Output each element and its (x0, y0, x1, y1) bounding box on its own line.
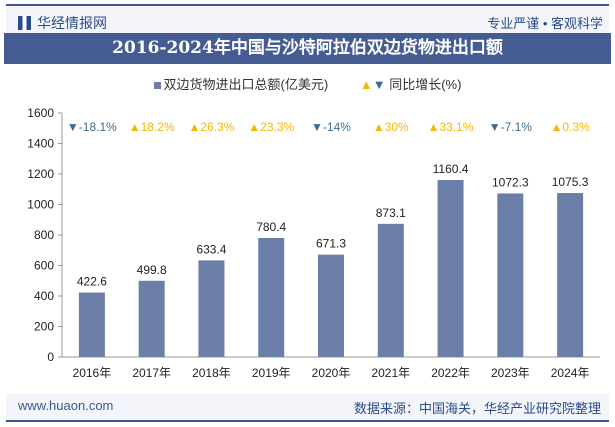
growth-value: 23.3% (260, 120, 294, 134)
growth-value: 26.3% (200, 120, 234, 134)
growth-label: ▲30% (373, 120, 409, 134)
bar (78, 292, 105, 357)
top-rule (6, 4, 609, 6)
down-triangle-icon: ▼ (489, 120, 501, 134)
legend-bar-label: 双边货物进出口总额(亿美元) (163, 77, 329, 92)
growth-label: ▲0.3% (550, 120, 590, 134)
y-tick-label: 400 (34, 289, 54, 303)
logo: 华经情报网 (18, 13, 107, 33)
legend: 双边货物进出口总额(亿美元) ▲▼ 同比增长(%) (0, 74, 615, 93)
y-tick-label: 800 (34, 228, 54, 242)
bar-value-label: 780.4 (256, 220, 286, 234)
bar (198, 260, 225, 357)
x-tick-label: 2020年 (312, 366, 351, 380)
growth-value: 18.2% (141, 120, 175, 134)
x-tick-label: 2021年 (371, 366, 410, 380)
bar-value-label: 671.3 (316, 237, 346, 251)
growth-label: ▼-18.1% (67, 120, 117, 134)
legend-up-icon: ▲ (359, 77, 373, 92)
growth-value: -18.1% (79, 120, 117, 134)
bar-value-label: 422.6 (77, 275, 107, 289)
down-triangle-icon: ▼ (67, 120, 79, 134)
up-triangle-icon: ▲ (550, 120, 562, 134)
up-triangle-icon: ▲ (248, 120, 260, 134)
growth-label: ▼-14% (311, 120, 351, 134)
logo-icon (18, 16, 31, 30)
bar (377, 223, 404, 357)
y-tick-label: 200 (34, 320, 54, 334)
slogan: 专业严谨 • 客观科学 (487, 16, 603, 31)
growth-label: ▲23.3% (248, 120, 294, 134)
up-triangle-icon: ▲ (373, 120, 385, 134)
bar-value-label: 873.1 (376, 206, 406, 220)
growth-label: ▲33.1% (428, 120, 474, 134)
bar-value-label: 1160.4 (433, 162, 469, 176)
y-tick-label: 0 (47, 350, 54, 364)
header: 华经情报网 专业严谨 • 客观科学 (6, 7, 609, 33)
bottom-rule (6, 420, 609, 422)
x-tick-label: 2016年 (73, 366, 112, 380)
growth-label: ▲26.3% (188, 120, 234, 134)
y-tick-label: 1400 (27, 137, 54, 151)
growth-value: 0.3% (562, 120, 590, 134)
footer-website: www.huaon.com (18, 398, 114, 413)
footer-source: 数据来源：中国海关，华经产业研究院整理 (353, 401, 601, 416)
growth-value: -7.1% (501, 120, 533, 134)
up-triangle-icon: ▲ (428, 120, 440, 134)
bar-value-label: 499.8 (137, 263, 167, 277)
bar-value-label: 1075.3 (552, 175, 589, 189)
bar-value-label: 1072.3 (492, 175, 529, 189)
x-tick-label: 2019年 (252, 366, 291, 380)
y-tick-label: 1600 (27, 106, 54, 120)
x-tick-label: 2024年 (551, 366, 590, 380)
growth-value: 30% (385, 120, 409, 134)
down-triangle-icon: ▼ (311, 120, 323, 134)
y-tick-label: 1200 (27, 167, 54, 181)
x-tick-label: 2022年 (431, 366, 470, 380)
footer: www.huaon.com 数据来源：中国海关，华经产业研究院整理 (6, 394, 609, 419)
x-tick-label: 2018年 (192, 366, 231, 380)
growth-value: -14% (323, 120, 351, 134)
bar (437, 180, 464, 357)
bar-value-label: 633.4 (196, 242, 226, 256)
up-triangle-icon: ▲ (129, 120, 141, 134)
chart-title: 2016-2024年中国与沙特阿拉伯双边货物进出口额 (4, 33, 611, 64)
growth-label: ▼-7.1% (489, 120, 533, 134)
legend-bar-swatch (153, 82, 161, 89)
growth-value: 33.1% (439, 120, 473, 134)
bar (258, 237, 285, 357)
bar (138, 280, 165, 357)
growth-label: ▲18.2% (129, 120, 175, 134)
legend-growth-label: 同比增长(%) (389, 77, 462, 92)
y-tick-label: 600 (34, 259, 54, 273)
bar (497, 193, 524, 357)
x-tick-label: 2017年 (132, 366, 171, 380)
bar (318, 254, 344, 357)
logo-text: 华经情报网 (37, 15, 107, 31)
y-tick-label: 1000 (27, 198, 54, 212)
legend-down-icon: ▼ (372, 77, 386, 92)
x-tick-label: 2023年 (491, 366, 530, 380)
bar (557, 193, 584, 357)
up-triangle-icon: ▲ (188, 120, 200, 134)
